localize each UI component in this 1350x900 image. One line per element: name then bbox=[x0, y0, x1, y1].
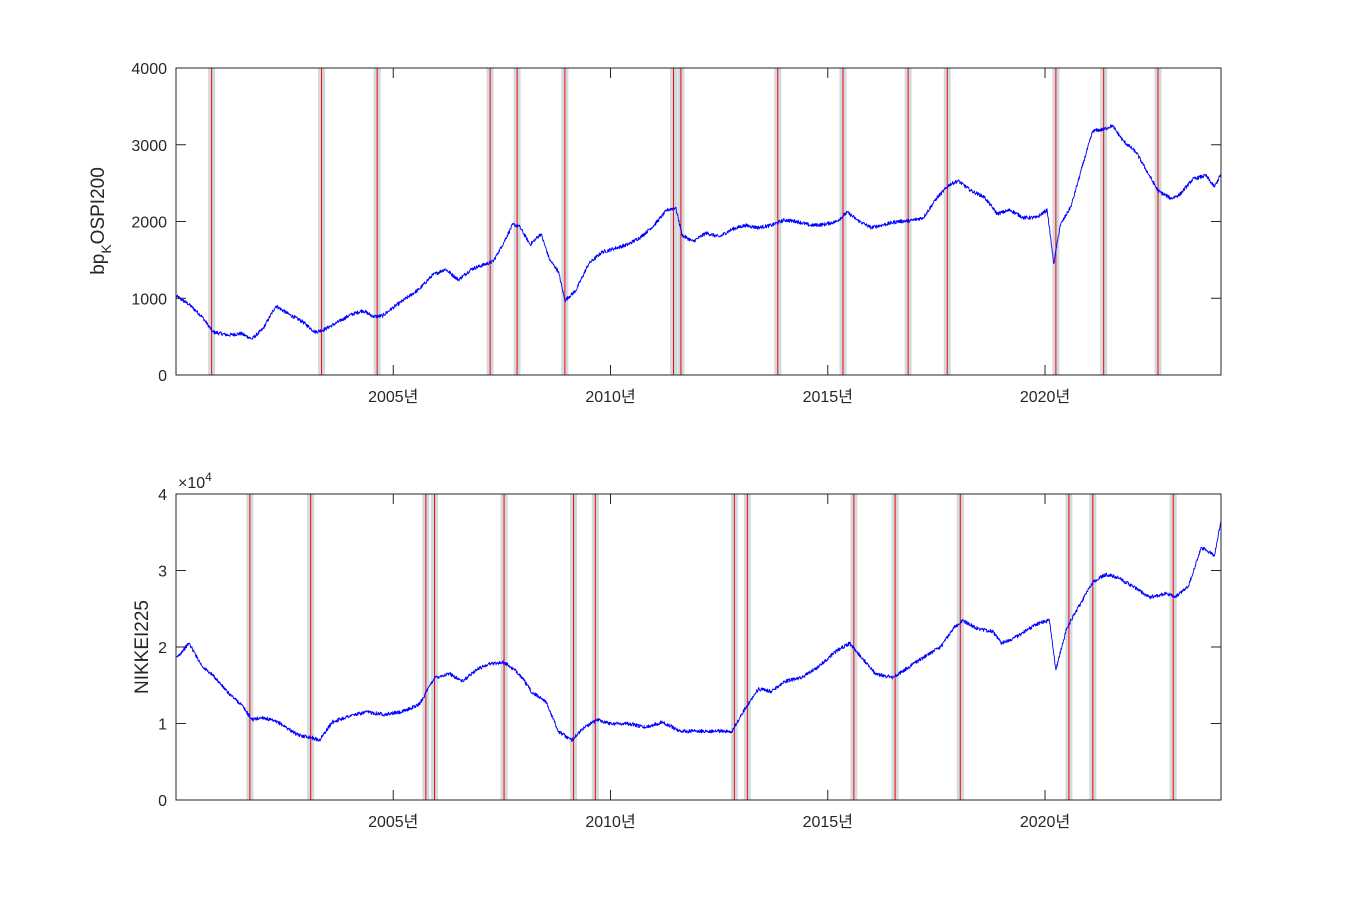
y-axis-label-rest: OSPI200 bbox=[88, 167, 109, 244]
series-line-0 bbox=[176, 520, 1221, 743]
y-tick-label: 3 bbox=[158, 564, 167, 581]
y-tick-label: 2000 bbox=[131, 215, 167, 232]
y-tick-label: 0 bbox=[158, 368, 167, 385]
plot-area bbox=[176, 494, 1221, 800]
y-axis-label-base: bp bbox=[88, 254, 109, 275]
y-tick-label: 1000 bbox=[131, 291, 167, 308]
y-exponent-sup: 4 bbox=[205, 470, 212, 484]
y-axis-label: bpKOSPI200 bbox=[88, 167, 114, 275]
y-axis-label-base: NIKKEI225 bbox=[132, 600, 153, 694]
x-tick-label: 2005년 bbox=[368, 388, 418, 406]
x-tick-label: 2015년 bbox=[803, 388, 853, 406]
y-tick-label: 0 bbox=[158, 793, 167, 810]
kospi200-chart: 0 1000 2000 3000 4000 2005년 2010년 2015년 2020년 bpK… bbox=[88, 61, 1222, 406]
y-tick-label: 4000 bbox=[131, 61, 167, 78]
y-tick-label: 2 bbox=[158, 640, 167, 657]
x-tick-label: 2010년 bbox=[585, 388, 635, 406]
series-line-0 bbox=[176, 124, 1221, 340]
x-tick-label: 2010년 bbox=[585, 813, 635, 831]
plot-area bbox=[176, 68, 1221, 375]
x-tick-label: 2020년 bbox=[1020, 813, 1070, 831]
y-axis-label: NIKKEI225 bbox=[132, 600, 153, 694]
y-tick-label: 3000 bbox=[131, 138, 167, 155]
y-exponent-base: ×10 bbox=[178, 475, 205, 492]
x-tick-label: 2005년 bbox=[368, 813, 418, 831]
y-tick-label: 4 bbox=[158, 487, 167, 504]
x-tick-label: 2020년 bbox=[1020, 388, 1070, 406]
y-axis-label-sub: K bbox=[98, 244, 114, 254]
plot-content bbox=[176, 68, 1221, 375]
y-exponent-label: ×104 bbox=[178, 470, 212, 492]
plot-content bbox=[176, 494, 1221, 800]
x-tick-label: 2015년 bbox=[803, 813, 853, 831]
y-tick-label: 1 bbox=[158, 717, 167, 734]
